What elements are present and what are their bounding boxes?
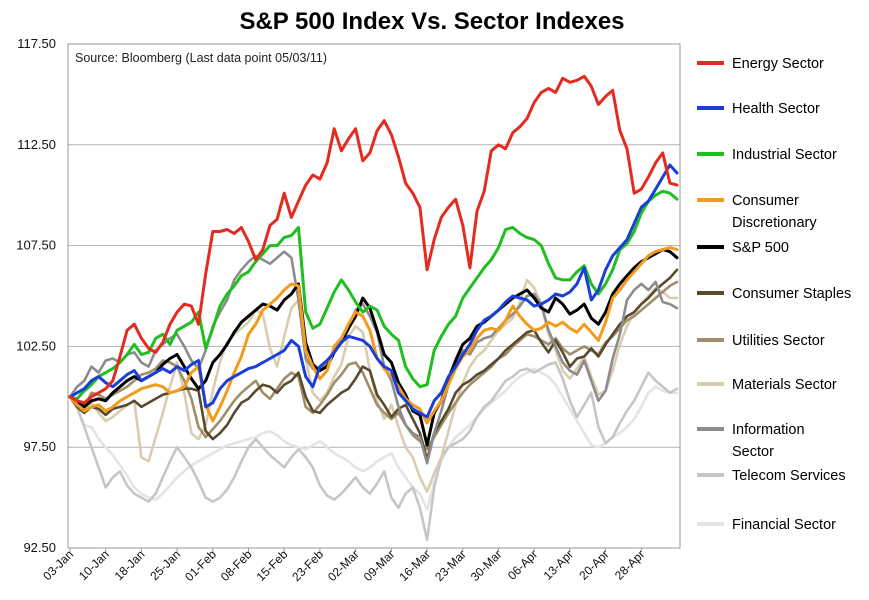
y-tick-label: 117.50 bbox=[17, 36, 56, 51]
legend-label-industrial-sector: Industrial Sector bbox=[732, 147, 837, 163]
legend-label-information-sector: Sector bbox=[732, 444, 774, 460]
series-line-utilities-sector bbox=[68, 280, 679, 451]
legend-label-consumer-staples: Consumer Staples bbox=[732, 286, 851, 302]
y-axis-ticks: 117.50 112.50 107.50 102.50 97.50 92.50 bbox=[16, 36, 56, 555]
x-tick-label: 10-Jan bbox=[76, 547, 112, 583]
legend-label-telecom-services: Telecom Services bbox=[732, 468, 846, 484]
legend-label-materials-sector: Materials Sector bbox=[732, 377, 837, 393]
x-tick-label: 13-Apr bbox=[541, 547, 576, 582]
x-tick-label: 09-Mar bbox=[361, 547, 398, 584]
series-line-financial-sector bbox=[68, 367, 679, 511]
legend-label-health-sector: Health Sector bbox=[732, 101, 820, 117]
series-line-health-sector bbox=[68, 163, 679, 419]
x-tick-label: 23-Mar bbox=[432, 547, 469, 584]
series-lines bbox=[68, 74, 679, 542]
plot-frame bbox=[67, 43, 681, 549]
legend-label-financial-sector: Financial Sector bbox=[732, 517, 836, 533]
series-line-industrial-sector bbox=[68, 189, 679, 401]
y-tick-label: 107.50 bbox=[16, 238, 56, 253]
legend-label-consumer-discretionary: Consumer bbox=[732, 193, 799, 209]
x-tick-label: 20-Apr bbox=[576, 547, 611, 582]
legend-label-utilities-sector: Utilities Sector bbox=[732, 333, 825, 349]
series-line-consumer-discretionary bbox=[68, 246, 679, 425]
y-tick-label: 92.50 bbox=[23, 540, 56, 555]
series-line-s-p-500 bbox=[68, 248, 679, 447]
x-tick-label: 25-Jan bbox=[147, 547, 183, 583]
x-tick-label: 28-Apr bbox=[612, 547, 647, 582]
x-tick-label: 06-Apr bbox=[505, 547, 540, 582]
y-tick-label: 112.50 bbox=[17, 137, 56, 152]
source-annotation: Source: Bloomberg (Last data point 05/03… bbox=[75, 51, 327, 65]
x-tick-label: 15-Feb bbox=[254, 547, 291, 584]
x-tick-label: 02-Mar bbox=[325, 547, 362, 584]
legend-label-consumer-discretionary: Discretionary bbox=[732, 215, 817, 231]
x-tick-label: 30-Mar bbox=[468, 547, 505, 584]
y-tick-label: 102.50 bbox=[16, 338, 56, 353]
x-tick-label: 01-Feb bbox=[182, 547, 219, 584]
legend: Energy Sector Health Sector Industrial Sec… bbox=[697, 56, 851, 533]
legend-label-energy-sector: Energy Sector bbox=[732, 56, 824, 72]
series-line-information-sector bbox=[68, 250, 679, 465]
series-line-energy-sector bbox=[68, 74, 679, 405]
legend-label-information-sector: Information bbox=[732, 422, 805, 438]
gridlines bbox=[68, 43, 680, 549]
series-line-telecom-services bbox=[68, 361, 679, 542]
legend-label-s-p-500: S&P 500 bbox=[732, 240, 789, 256]
x-tick-label: 18-Jan bbox=[112, 547, 148, 583]
chart-title: S&P 500 Index Vs. Sector Indexes bbox=[239, 8, 624, 35]
x-tick-label: 23-Feb bbox=[289, 547, 326, 584]
x-axis-ticks: 03-Jan 10-Jan 18-Jan 25-Jan01-Feb08-Feb15-F… bbox=[40, 547, 647, 584]
x-tick-label: 08-Feb bbox=[218, 547, 255, 584]
x-tick-label: 16-Mar bbox=[396, 547, 433, 584]
y-tick-label: 97.50 bbox=[23, 439, 56, 454]
